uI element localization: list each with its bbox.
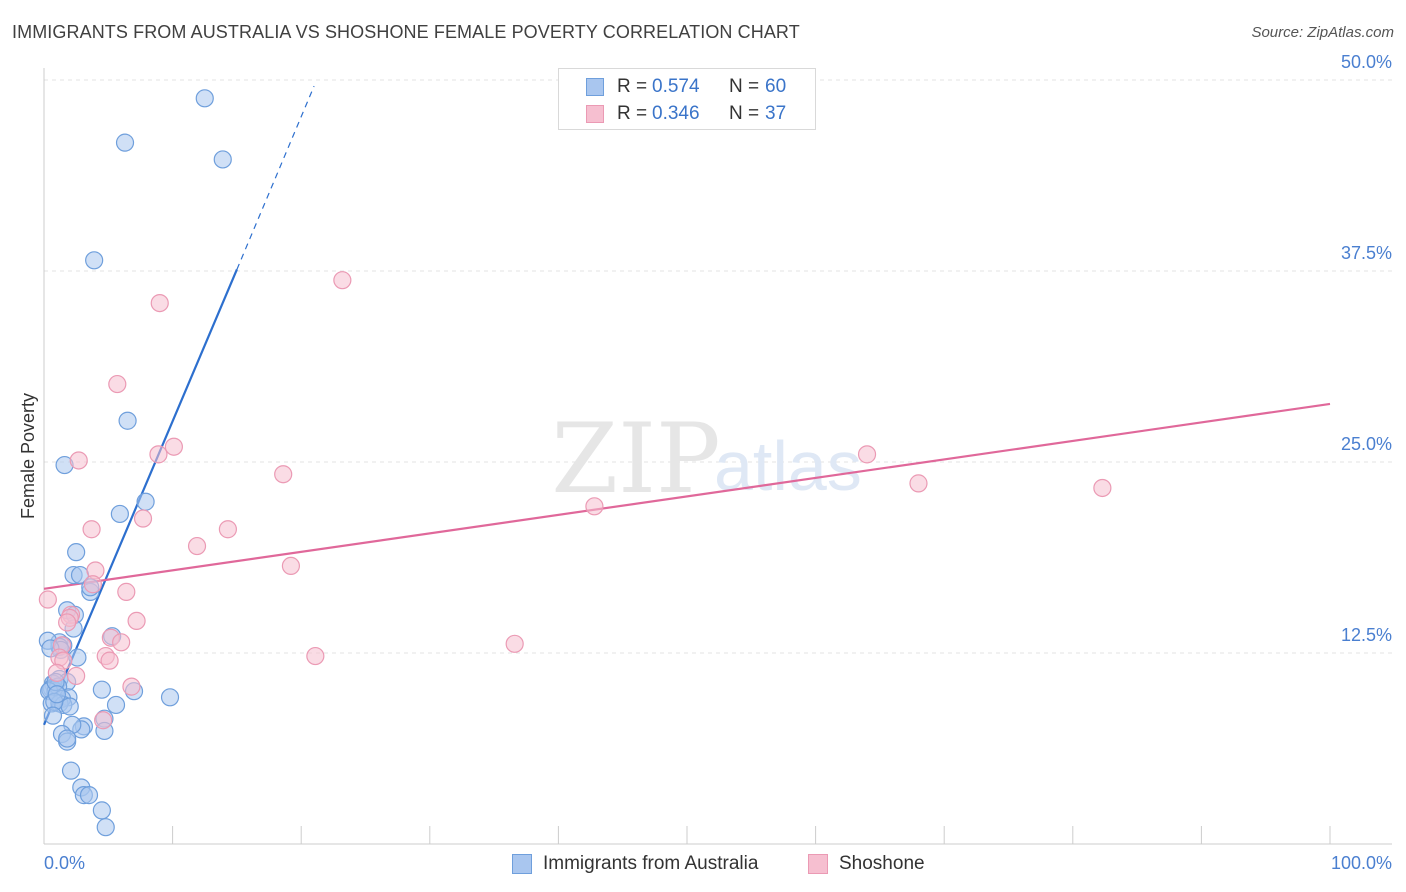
shoshone-trendline: [43, 402, 1331, 590]
shoshone-point: [909, 474, 928, 493]
shoshone-point: [187, 536, 207, 556]
shoshone-point: [585, 497, 604, 516]
shoshone-point: [505, 634, 524, 653]
shoshone-point: [122, 677, 141, 696]
australia-point: [160, 688, 180, 707]
australia-point: [85, 251, 104, 270]
legend-n-label: N =: [729, 103, 760, 124]
shoshone-point: [82, 520, 101, 539]
watermark-zip: ZIP: [551, 403, 720, 515]
y-tick-label: 12.5%: [1341, 625, 1392, 645]
y-tick-label: 37.5%: [1341, 243, 1392, 263]
shoshone-point: [83, 575, 102, 594]
shoshone-point: [1093, 478, 1112, 498]
legend-r-value: 0.574: [652, 76, 700, 97]
shoshone-point: [108, 374, 127, 394]
australia-point: [213, 150, 232, 169]
australia-trendline-extension: [236, 85, 315, 270]
y-tick-label: 50.0%: [1341, 52, 1392, 72]
legend-n-value: 37: [765, 103, 787, 124]
watermark-atlas: atlas: [714, 427, 862, 505]
axis-layer: 12.5% 25.0% 37.5% 50.0% 0.0% 100.0%: [43, 52, 1392, 873]
x-tick-label-min: 0.0%: [44, 853, 85, 873]
points-layer: [38, 89, 1112, 837]
bottom-legend-label: Shoshone: [839, 853, 925, 874]
legend-r-value: 0.346: [652, 103, 700, 124]
legend-r-label: R =: [617, 103, 648, 124]
shoshone-point: [857, 445, 877, 464]
australia-point: [106, 695, 126, 715]
shoshone-point: [117, 582, 136, 601]
australia-point: [118, 411, 137, 430]
x-tick-label-max: 100.0%: [1331, 853, 1392, 873]
shoshone-point: [274, 465, 293, 484]
shoshone-point: [94, 711, 113, 730]
shoshone-point: [306, 646, 325, 666]
shoshone-point: [127, 611, 146, 631]
australia-point: [61, 761, 81, 780]
correlation-legend: R = 0.574 N = 60 R = 0.346 N = 37: [558, 68, 816, 130]
shoshone-point: [38, 590, 57, 609]
australia-point: [136, 492, 155, 511]
shoshone-point: [69, 451, 88, 470]
australia-point: [58, 729, 77, 748]
shoshone-point: [281, 556, 301, 576]
legend-swatch-blue: [586, 78, 604, 96]
bottom-legend-swatch-pink: [808, 854, 828, 874]
shoshone-point: [150, 293, 169, 313]
legend-n-label: N =: [729, 76, 760, 97]
australia-point: [115, 133, 135, 152]
bottom-legend-swatch-blue: [512, 854, 532, 874]
legend-row-shoshone: R = 0.346 N = 37: [559, 101, 815, 127]
shoshone-point: [58, 613, 77, 632]
australia-point: [195, 89, 214, 108]
legend-row-australia: R = 0.574 N = 60: [559, 74, 815, 100]
shoshone-point: [133, 509, 153, 528]
shoshone-point: [333, 271, 352, 290]
bottom-legend-label: Immigrants from Australia: [543, 853, 759, 874]
legend-r-label: R =: [617, 76, 648, 97]
shoshone-point: [164, 437, 183, 456]
shoshone-point: [100, 651, 119, 670]
australia-point: [110, 504, 129, 524]
shoshone-point: [112, 633, 131, 652]
legend-n-value: 60: [765, 76, 787, 97]
shoshone-point: [47, 663, 66, 682]
australia-point: [67, 543, 86, 562]
shoshone-point: [218, 520, 237, 539]
australia-point: [92, 801, 111, 820]
legend-swatch-pink: [586, 105, 604, 123]
australia-point: [96, 818, 115, 837]
australia-point: [47, 685, 66, 704]
chart-title: IMMIGRANTS FROM AUSTRALIA VS SHOSHONE FE…: [12, 22, 800, 42]
grid-layer: [44, 79, 1392, 654]
australia-point: [60, 697, 79, 716]
shoshone-point: [149, 445, 168, 464]
shoshone-point: [67, 666, 86, 686]
australia-point: [43, 706, 63, 725]
chart-source: Source: ZipAtlas.com: [1251, 24, 1394, 41]
australia-point: [92, 680, 111, 699]
y-axis-title: Female Poverty: [18, 393, 38, 519]
y-tick-label: 25.0%: [1341, 434, 1392, 454]
australia-point: [79, 786, 99, 805]
